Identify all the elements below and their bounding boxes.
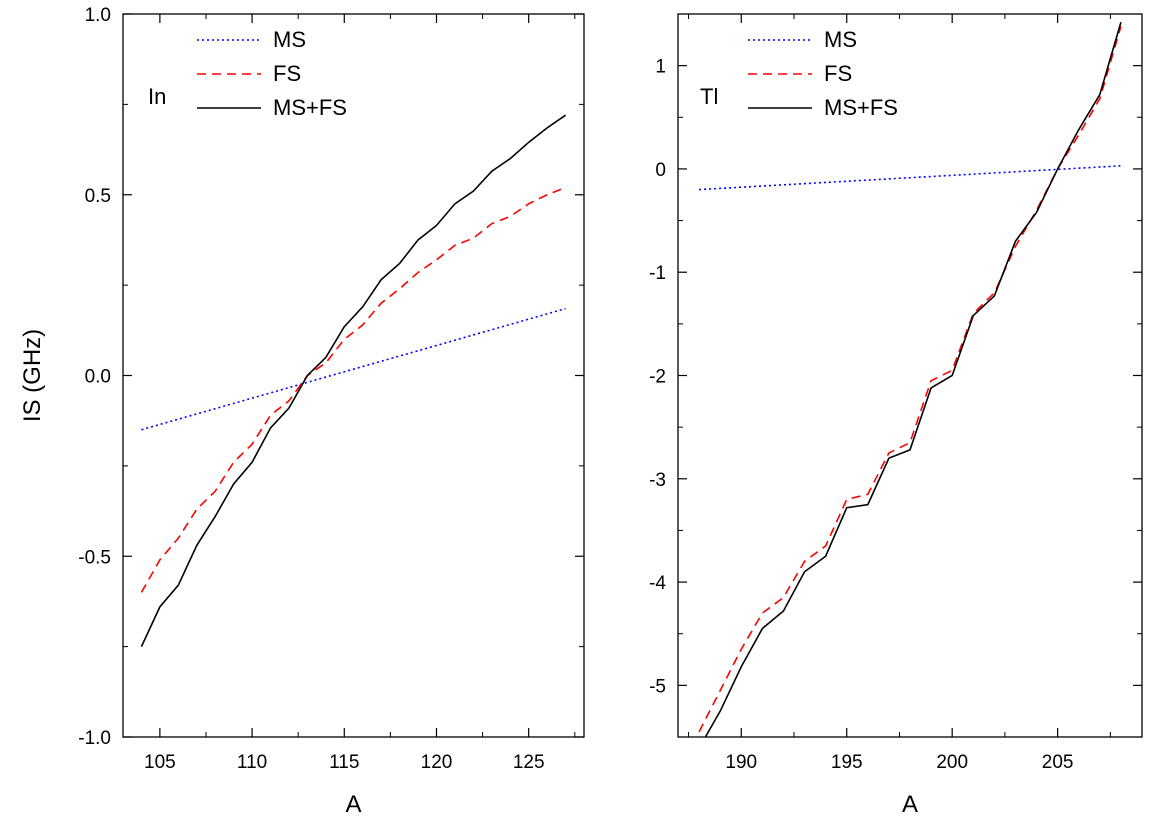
- x-tick-label: 115: [329, 752, 359, 773]
- x-axis-title: A: [345, 791, 361, 818]
- y-tick-label: -2: [649, 367, 666, 388]
- y-tick-label: -4: [649, 573, 666, 594]
- series-line-ms: [699, 165, 1121, 191]
- y-tick-label: 0.5: [85, 186, 111, 207]
- legend-label: MS: [273, 27, 306, 52]
- y-tick-label: -1.0: [78, 728, 111, 749]
- y-tick-label: -5: [649, 676, 666, 697]
- y-tick-label: -1: [649, 263, 666, 284]
- legend-label: FS: [273, 61, 301, 86]
- legend: MS FS MS+FS: [197, 27, 347, 120]
- x-axis-title: A: [902, 791, 918, 818]
- x-tick-label: 200: [936, 752, 968, 773]
- legend-label: FS: [824, 61, 852, 86]
- x-tick-label: 205: [1042, 752, 1074, 773]
- legend-label: MS+FS: [273, 95, 347, 120]
- plot-frame: [677, 13, 1143, 738]
- legend: MS FS MS+FS: [748, 27, 898, 120]
- y-tick-label: 0: [655, 160, 666, 181]
- x-tick-label: 190: [725, 752, 757, 773]
- chart-panel-0: 105 110 115 120 125 -1.0 -0.5 0.0 0.5 1.0 A IS (GHz…: [19, 5, 585, 818]
- series-line-ms-fs: [704, 22, 1122, 737]
- panel-label: Tl: [700, 84, 718, 109]
- y-tick-label: 1: [655, 57, 666, 78]
- legend-label: MS: [824, 27, 857, 52]
- x-tick-label: 105: [144, 752, 176, 773]
- y-tick-label: 1.0: [85, 5, 111, 26]
- series-line-ms-fs: [140, 114, 567, 647]
- y-tick-label: 0.0: [85, 367, 111, 388]
- x-tick-label: 120: [421, 752, 453, 773]
- y-tick-label: -3: [649, 470, 666, 491]
- y-tick-label: -0.5: [78, 547, 111, 568]
- legend-label: MS+FS: [824, 95, 898, 120]
- panel-label: In: [148, 84, 166, 109]
- series-line-fs: [698, 26, 1122, 733]
- series-line-fs: [140, 186, 566, 593]
- series-line-ms: [141, 307, 566, 431]
- x-tick-label: 125: [513, 752, 545, 773]
- x-tick-label: 195: [831, 752, 863, 773]
- y-axis-title: IS (GHz): [19, 329, 46, 422]
- x-tick-label: 110: [237, 752, 267, 773]
- chart-panel-1: 190 195 200 205 -5 -4 -3 -2 -1 0 1 A Tl MS FS MS+FS: [649, 13, 1143, 818]
- plot-frame: [122, 13, 585, 738]
